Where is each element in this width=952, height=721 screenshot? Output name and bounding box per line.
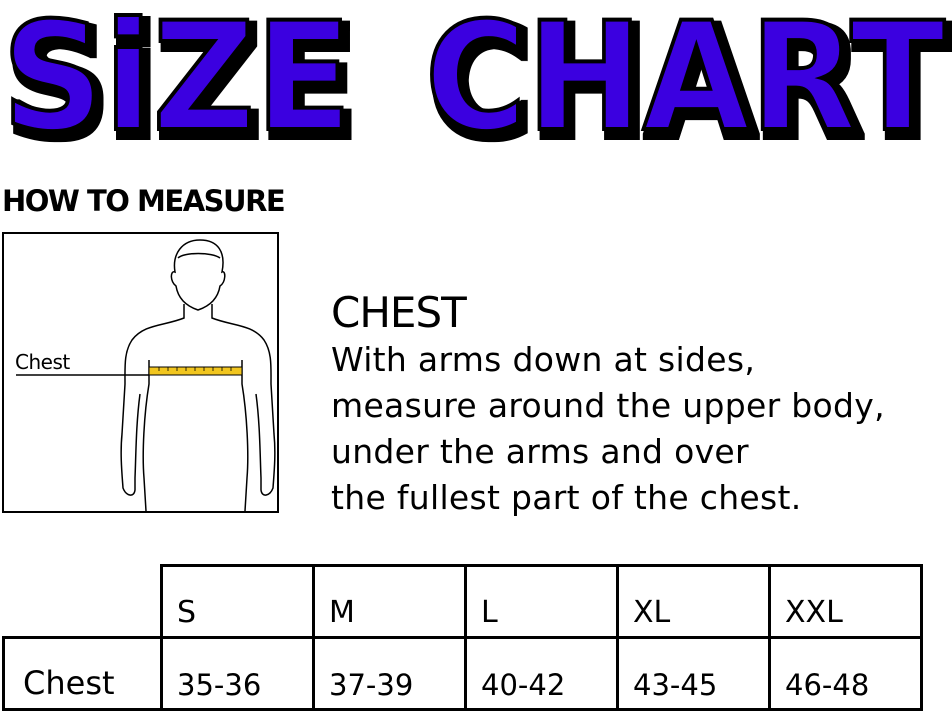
chest-value-s: 35-36	[160, 636, 315, 711]
instruction-line-2: measure around the upper body,	[331, 386, 885, 425]
chest-value-xxl: 46-48	[768, 636, 923, 711]
title-word-chart: CHART	[425, 0, 945, 150]
chest-figure-label: Chest	[15, 350, 70, 374]
size-header-xxl: XXL	[768, 564, 923, 639]
table-row: Chest 35-36 37-39 40-42 43-45 46-48	[2, 636, 923, 711]
measuring-tape	[148, 366, 243, 376]
chest-value-l: 40-42	[464, 636, 619, 711]
chest-value-xl: 43-45	[616, 636, 771, 711]
row-label-chest: Chest	[2, 636, 163, 711]
instruction-line-3: under the arms and over	[331, 432, 749, 471]
body-outline-illustration	[16, 239, 276, 512]
instruction-line-4: the fullest part of the chest.	[331, 478, 802, 517]
how-to-measure-heading: HOW TO MEASURE	[2, 184, 286, 218]
measurement-figure: Chest	[2, 232, 279, 513]
title-word-size: SiZE	[2, 0, 352, 150]
empty-corner-cell	[3, 565, 162, 639]
size-header-m: M	[312, 564, 467, 639]
instruction-line-1: With arms down at sides,	[331, 340, 756, 379]
size-table: S M L XL XXL Chest 35-36 37-39 40-42 43-…	[2, 564, 923, 711]
size-chart-title: SiZE CHART	[0, 0, 947, 150]
size-header-xl: XL	[616, 564, 771, 639]
chest-value-m: 37-39	[312, 636, 467, 711]
size-header-row: S M L XL XXL	[3, 564, 923, 639]
size-header-s: S	[160, 564, 315, 639]
chest-heading: CHEST	[331, 288, 467, 337]
size-header-l: L	[464, 564, 619, 639]
